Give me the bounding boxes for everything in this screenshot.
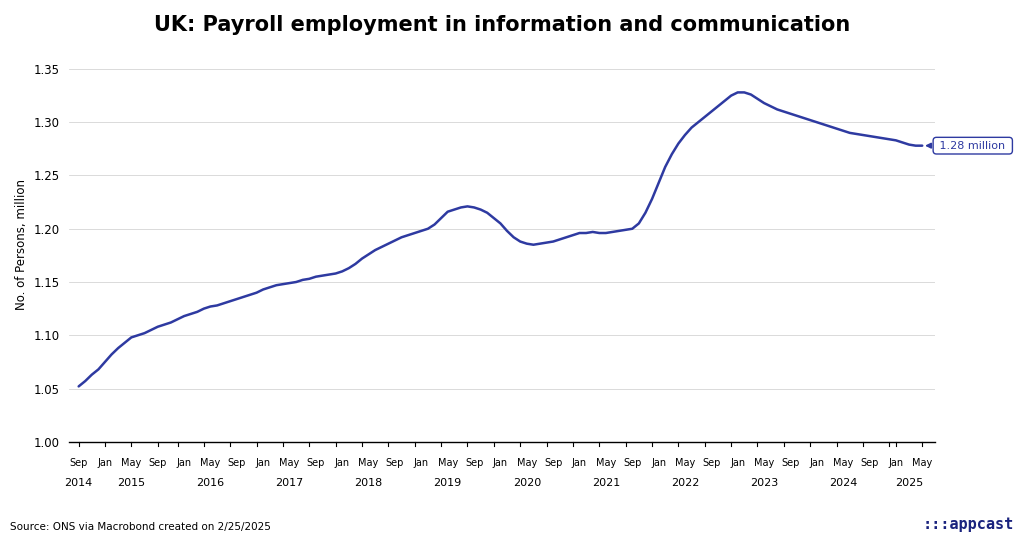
Text: Jan: Jan xyxy=(889,458,903,469)
Text: Jan: Jan xyxy=(256,458,270,469)
Text: :::appcast: :::appcast xyxy=(923,517,1014,532)
Text: May: May xyxy=(517,458,537,469)
Text: Source: ONS via Macrobond created on 2/25/2025: Source: ONS via Macrobond created on 2/2… xyxy=(10,522,271,532)
Text: Jan: Jan xyxy=(335,458,350,469)
Text: Jan: Jan xyxy=(572,458,587,469)
Text: 2022: 2022 xyxy=(671,478,699,488)
Text: 2016: 2016 xyxy=(197,478,224,488)
Text: Jan: Jan xyxy=(97,458,113,469)
Text: Sep: Sep xyxy=(781,458,800,469)
Y-axis label: No. of Persons, million: No. of Persons, million xyxy=(15,179,28,310)
Text: Jan: Jan xyxy=(176,458,191,469)
Text: Sep: Sep xyxy=(465,458,483,469)
Text: Jan: Jan xyxy=(651,458,667,469)
Text: Sep: Sep xyxy=(702,458,721,469)
Text: May: May xyxy=(596,458,616,469)
Text: May: May xyxy=(912,458,932,469)
Text: 2023: 2023 xyxy=(750,478,778,488)
Text: Jan: Jan xyxy=(414,458,429,469)
Text: 2018: 2018 xyxy=(354,478,383,488)
Text: Sep: Sep xyxy=(148,458,167,469)
Title: UK: Payroll employment in information and communication: UK: Payroll employment in information an… xyxy=(155,15,851,35)
Text: 2017: 2017 xyxy=(275,478,304,488)
Text: Jan: Jan xyxy=(809,458,824,469)
Text: 2025: 2025 xyxy=(895,478,924,488)
Text: May: May xyxy=(201,458,220,469)
Text: May: May xyxy=(833,458,853,469)
Text: May: May xyxy=(754,458,774,469)
Text: Sep: Sep xyxy=(307,458,325,469)
Text: May: May xyxy=(675,458,695,469)
Text: Sep: Sep xyxy=(860,458,879,469)
Text: May: May xyxy=(121,458,141,469)
Text: 2019: 2019 xyxy=(433,478,462,488)
Text: May: May xyxy=(437,458,458,469)
Text: May: May xyxy=(280,458,300,469)
Text: 2020: 2020 xyxy=(513,478,541,488)
Text: 2024: 2024 xyxy=(829,478,857,488)
Text: Sep: Sep xyxy=(386,458,404,469)
Text: Sep: Sep xyxy=(70,458,88,469)
Text: 2014: 2014 xyxy=(65,478,93,488)
Text: 2015: 2015 xyxy=(118,478,145,488)
Text: May: May xyxy=(358,458,379,469)
Text: 2021: 2021 xyxy=(592,478,620,488)
Text: Jan: Jan xyxy=(730,458,745,469)
Text: Sep: Sep xyxy=(227,458,246,469)
Text: Jan: Jan xyxy=(493,458,508,469)
Text: 1.28 million: 1.28 million xyxy=(927,141,1009,151)
Text: Sep: Sep xyxy=(544,458,562,469)
Text: Sep: Sep xyxy=(623,458,641,469)
